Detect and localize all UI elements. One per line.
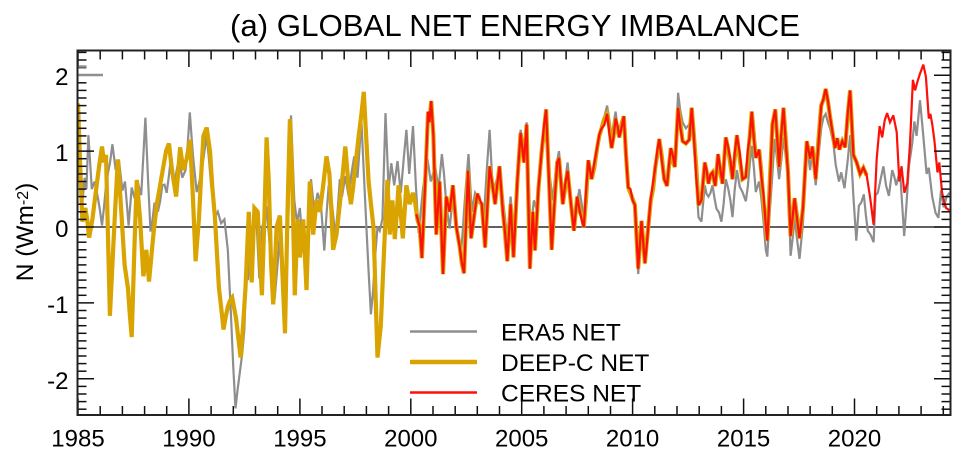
svg-text:DEEP-C NET: DEEP-C NET [501, 350, 649, 377]
svg-text:1990: 1990 [162, 426, 215, 453]
svg-text:0: 0 [55, 216, 68, 243]
svg-text:2005: 2005 [495, 426, 548, 453]
svg-text:CERES NET: CERES NET [501, 381, 641, 408]
svg-text:2010: 2010 [606, 426, 659, 453]
svg-text:1995: 1995 [273, 426, 326, 453]
svg-text:2015: 2015 [717, 426, 770, 453]
svg-text:-1: -1 [47, 292, 68, 319]
svg-text:2: 2 [55, 64, 68, 91]
svg-text:2020: 2020 [828, 426, 881, 453]
svg-text:(a) GLOBAL NET ENERGY IMBALANC: (a) GLOBAL NET ENERGY IMBALANCE [230, 8, 800, 43]
svg-text:1985: 1985 [51, 426, 104, 453]
svg-text:1: 1 [55, 140, 68, 167]
svg-text:-2: -2 [47, 368, 68, 395]
svg-text:ERA5 NET: ERA5 NET [501, 320, 621, 347]
svg-text:2000: 2000 [384, 426, 437, 453]
